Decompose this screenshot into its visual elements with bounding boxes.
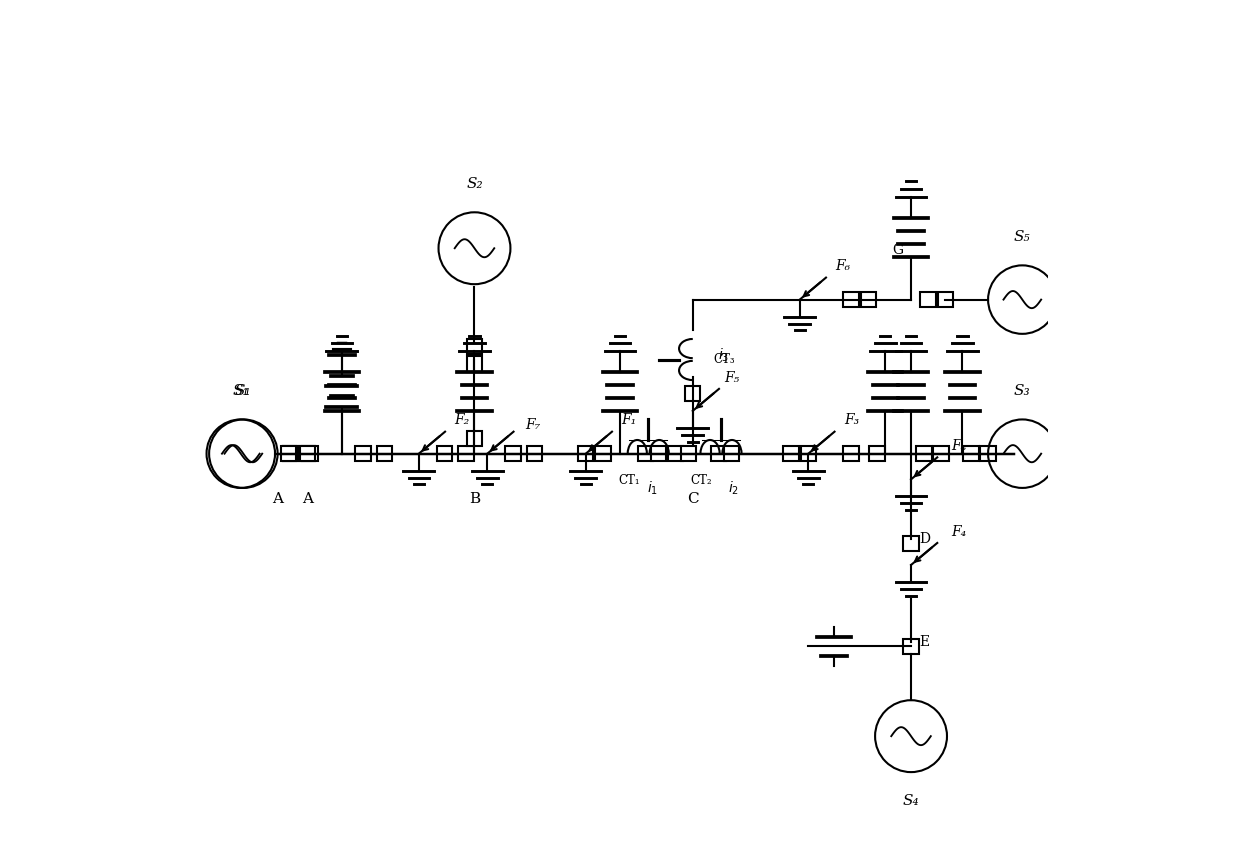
Text: D: D: [920, 532, 930, 546]
Bar: [595, 446, 610, 461]
Bar: [724, 446, 739, 461]
Text: $i_1$: $i_1$: [647, 479, 658, 496]
Bar: [681, 446, 696, 461]
Bar: [505, 446, 521, 461]
Bar: [436, 446, 453, 461]
Bar: [303, 446, 317, 461]
Bar: [869, 446, 884, 461]
Text: $i_3$: $i_3$: [718, 347, 729, 364]
Bar: [981, 446, 996, 461]
Text: CT₁: CT₁: [618, 474, 640, 487]
Bar: [281, 446, 296, 461]
Bar: [300, 446, 315, 461]
Text: F₆: F₆: [836, 259, 851, 273]
Bar: [651, 446, 666, 461]
Bar: [934, 446, 949, 461]
Text: CT₂: CT₂: [691, 474, 713, 487]
Text: E: E: [920, 635, 930, 649]
Bar: [527, 446, 542, 461]
Bar: [903, 639, 919, 654]
Text: A: A: [303, 492, 312, 506]
Bar: [637, 446, 653, 461]
Bar: [668, 446, 683, 461]
Bar: [377, 446, 392, 461]
Bar: [920, 292, 936, 307]
Text: F₇: F₇: [525, 418, 539, 431]
Bar: [300, 446, 315, 461]
Bar: [466, 339, 482, 354]
Bar: [466, 431, 482, 446]
Bar: [963, 446, 978, 461]
Bar: [711, 446, 727, 461]
Bar: [861, 292, 875, 307]
Bar: [843, 292, 859, 307]
Bar: [784, 446, 799, 461]
Bar: [843, 446, 859, 461]
Text: S₃: S₃: [1014, 384, 1030, 398]
Bar: [459, 446, 474, 461]
Bar: [466, 356, 482, 372]
Text: S₅: S₅: [1014, 230, 1030, 244]
Bar: [283, 446, 298, 461]
Text: A: A: [272, 492, 283, 506]
Bar: [903, 536, 919, 551]
Text: S₁: S₁: [232, 384, 249, 398]
Text: F₄: F₄: [951, 525, 966, 538]
Bar: [283, 446, 298, 461]
Bar: [801, 446, 816, 461]
Text: F₁: F₁: [621, 413, 636, 427]
Text: S₁: S₁: [236, 384, 252, 398]
Text: G: G: [893, 243, 904, 257]
Text: CT₃: CT₃: [713, 353, 735, 366]
Text: $i_2$: $i_2$: [728, 479, 739, 496]
Text: F₂: F₂: [455, 413, 470, 427]
Text: S₄: S₄: [903, 794, 919, 807]
Text: F₃: F₃: [844, 413, 859, 427]
Bar: [916, 446, 931, 461]
Bar: [356, 446, 371, 461]
Text: F₅: F₅: [724, 371, 739, 384]
Text: F₈: F₈: [951, 439, 966, 453]
Text: S₂: S₂: [466, 177, 482, 191]
Bar: [578, 446, 594, 461]
Text: C: C: [687, 492, 698, 506]
Text: B: B: [469, 492, 480, 506]
Bar: [937, 292, 954, 307]
Bar: [684, 386, 701, 401]
